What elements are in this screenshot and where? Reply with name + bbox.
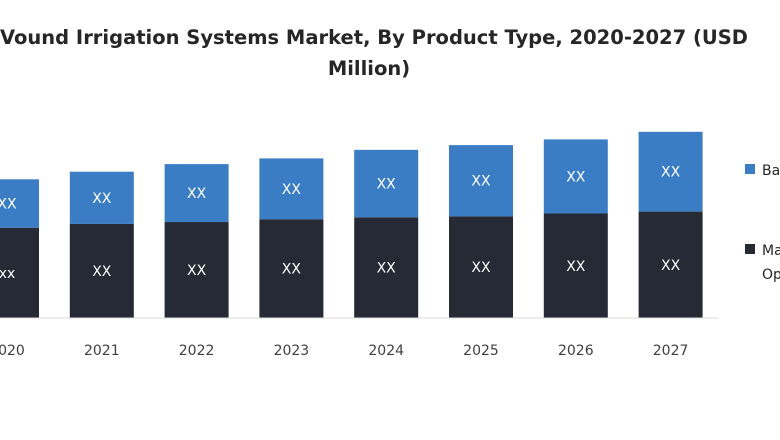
bar-bottom-2020	[0, 227, 39, 318]
x-tick-label-2025: 2025	[463, 343, 499, 359]
bar-top-2024	[354, 149, 419, 218]
bar-bottom-2025	[449, 216, 513, 318]
bar-bottom-2022	[164, 222, 229, 318]
bar-label-bottom-2027: XX	[661, 258, 681, 274]
bar-label-top-2025: XX	[471, 174, 491, 190]
bar-bottom-2021	[69, 223, 134, 318]
x-tick-label-2024: 2024	[368, 343, 404, 359]
bar-label-top-2023: XX	[282, 182, 302, 198]
legend-label-1-0: Ma	[762, 243, 780, 259]
bar-top-2026	[543, 139, 608, 214]
bars-layer: xx XX XX XX XX XX XX XX XX XX XX XX XX XX XX XX	[0, 131, 703, 318]
x-tick-label-2023: 2023	[274, 343, 310, 359]
bar-label-bottom-2020: xx	[0, 266, 15, 282]
bar-label-bottom-2025: XX	[471, 260, 491, 276]
bar-label-top-2027: XX	[661, 165, 681, 181]
x-tick-label-2021: 2021	[84, 343, 120, 359]
bar-bottom-2024	[354, 217, 419, 318]
x-tick-label-2020: 2020	[0, 343, 25, 359]
bar-bottom-2026	[543, 213, 608, 318]
chart-title: Vound Irrigation Systems Market, By Prod…	[0, 22, 748, 84]
bar-top-2022	[164, 164, 229, 223]
bar-top-2027	[638, 131, 703, 212]
bar-top-2020	[0, 179, 39, 228]
legend: Ba Ma Op	[745, 163, 780, 283]
bar-label-bottom-2026: XX	[566, 259, 586, 275]
bar-label-bottom-2021: XX	[92, 264, 112, 280]
legend-swatch-0	[745, 164, 755, 174]
bar-label-bottom-2024: XX	[377, 261, 397, 277]
legend-label-1-1: Op	[762, 267, 780, 283]
chart-title-line-2: Million)	[327, 57, 411, 80]
chart-title-line-1: Vound Irrigation Systems Market, By Prod…	[0, 26, 748, 49]
bar-bottom-2023	[259, 219, 324, 318]
bar-label-top-2026: XX	[566, 169, 586, 185]
x-tick-labels: 2020 2021 2022 2023 2024 2025 2026 2027	[0, 343, 688, 359]
bar-label-top-2024: XX	[377, 177, 397, 193]
x-tick-label-2026: 2026	[558, 343, 594, 359]
bar-label-bottom-2023: XX	[282, 262, 302, 278]
legend-swatch-1	[745, 244, 755, 254]
x-tick-label-2022: 2022	[179, 343, 215, 359]
bar-top-2021	[69, 171, 134, 224]
bar-label-top-2021: XX	[92, 191, 112, 207]
bar-label-top-2020: XX	[0, 197, 17, 213]
bar-label-top-2022: XX	[187, 186, 207, 202]
x-tick-label-2027: 2027	[653, 343, 689, 359]
bar-top-2023	[259, 158, 324, 220]
bar-label-bottom-2022: XX	[187, 263, 207, 279]
bar-bottom-2027	[638, 211, 703, 318]
bar-top-2025	[449, 145, 513, 217]
legend-label-0-0: Ba	[762, 163, 780, 179]
